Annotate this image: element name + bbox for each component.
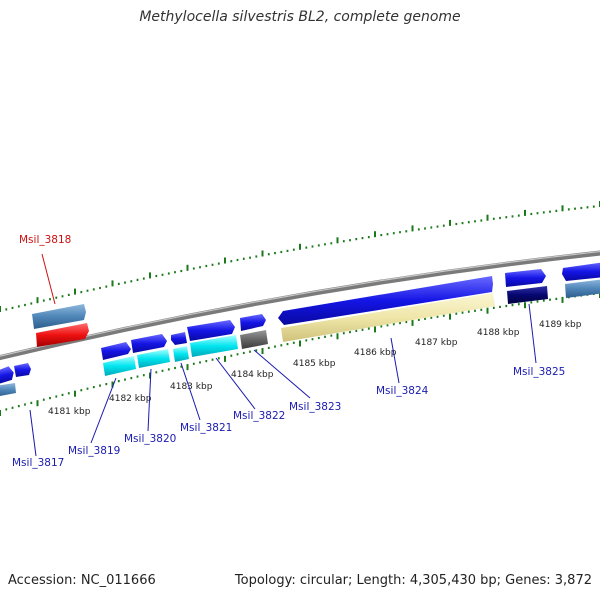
leader-msil-3824 bbox=[390, 337, 400, 384]
inner-tick-track bbox=[0, 292, 600, 416]
label-leaders bbox=[29, 253, 537, 457]
genome-summary-text: Topology: circular; Length: 4,305,430 bp… bbox=[234, 573, 592, 588]
scale-label: 4187 kbp bbox=[415, 338, 458, 348]
scale-label: 4182 kbp bbox=[109, 394, 152, 404]
gene-msil-3817-arrow[interactable] bbox=[0, 366, 15, 385]
gene-msil-3821-block[interactable] bbox=[173, 346, 189, 362]
scale-label: 4185 kbp bbox=[293, 359, 336, 369]
leader-msil-3821 bbox=[180, 362, 201, 421]
gene-msil-3824-block[interactable] bbox=[281, 293, 495, 342]
gene-msil-3817-block[interactable] bbox=[0, 383, 16, 397]
gene-msil-3819-arrow[interactable] bbox=[101, 342, 131, 360]
gene-msil-3826-block[interactable] bbox=[565, 279, 600, 298]
gene-msil-3823-block[interactable] bbox=[240, 330, 268, 349]
leader-msil-3825 bbox=[528, 303, 537, 364]
leader-msil-3822 bbox=[215, 357, 256, 410]
gene-msil-3818-block[interactable] bbox=[36, 323, 89, 347]
leader-msil-3820 bbox=[147, 368, 152, 432]
outer-tick-track bbox=[0, 201, 600, 312]
scale-label: 4184 kbp bbox=[231, 370, 274, 380]
scale-label: 4186 kbp bbox=[354, 348, 397, 358]
gene-msil-3819-block[interactable] bbox=[103, 356, 136, 376]
feature-blocks bbox=[0, 279, 600, 397]
gene-label-msil-3819[interactable]: Msil_3819 bbox=[68, 445, 120, 457]
scale-label: 4188 kbp bbox=[477, 328, 520, 338]
gene-msil-3824-arrow[interactable] bbox=[278, 276, 493, 325]
map-title: Methylocella silvestris BL2, complete ge… bbox=[139, 9, 461, 25]
gene-label-msil-3821[interactable]: Msil_3821 bbox=[180, 422, 232, 434]
gene-label-msil-3822[interactable]: Msil_3822 bbox=[233, 410, 285, 422]
leader-msil-3823 bbox=[253, 349, 311, 399]
gene-msil-3820-arrow[interactable] bbox=[131, 334, 167, 353]
gene-labels: Msil_3818 Msil_3817 Msil_3819 Msil_3820 … bbox=[12, 234, 565, 469]
gene-msil-3826-arrow[interactable] bbox=[562, 262, 600, 281]
gene-msil-3821-arrow[interactable] bbox=[171, 332, 187, 345]
forward-genes bbox=[0, 262, 600, 385]
scale-label: 4181 kbp bbox=[48, 407, 91, 417]
gene-label-msil-3825[interactable]: Msil_3825 bbox=[513, 366, 565, 378]
scale-label: 4183 kbp bbox=[170, 382, 213, 392]
gene-msil-3823-arrow[interactable] bbox=[240, 314, 266, 331]
gene-msil-3825-block[interactable] bbox=[507, 286, 548, 304]
gene-msil-3822-arrow[interactable] bbox=[187, 320, 235, 341]
gene-label-msil-3824[interactable]: Msil_3824 bbox=[376, 385, 429, 397]
gene-label-msil-3823[interactable]: Msil_3823 bbox=[289, 401, 341, 413]
gene-msil-3818-arrow[interactable] bbox=[32, 304, 86, 329]
gene-label-msil-3817[interactable]: Msil_3817 bbox=[12, 457, 64, 469]
gene-msil-3825-arrow[interactable] bbox=[505, 269, 546, 287]
gene-msil-3822-block[interactable] bbox=[190, 335, 238, 357]
scale-labels: 4181 kbp 4182 kbp 4183 kbp 4184 kbp 4185… bbox=[48, 320, 582, 417]
leader-msil-3817 bbox=[29, 409, 37, 457]
leader-msil-3819 bbox=[90, 377, 117, 444]
leader-msil-3818 bbox=[41, 253, 56, 305]
accession-text: Accession: NC_011666 bbox=[8, 573, 156, 588]
scale-label: 4189 kbp bbox=[539, 320, 582, 330]
gene-label-msil-3818[interactable]: Msil_3818 bbox=[19, 234, 71, 246]
gene-msil-3817b-arrow[interactable] bbox=[14, 363, 31, 377]
gene-msil-3820-block[interactable] bbox=[137, 349, 170, 368]
gene-label-msil-3820[interactable]: Msil_3820 bbox=[124, 433, 176, 445]
